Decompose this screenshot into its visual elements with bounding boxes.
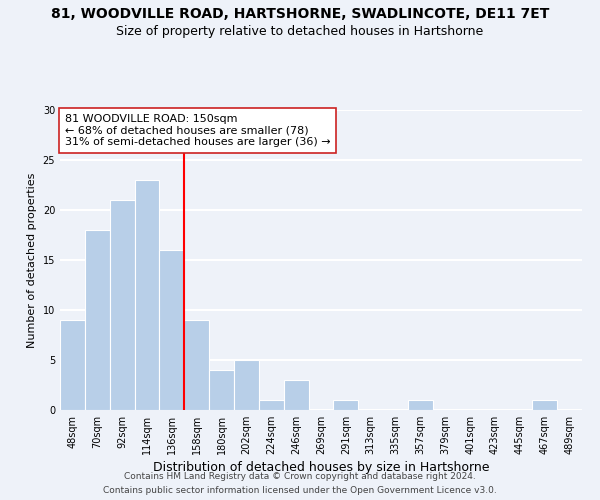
Text: Contains HM Land Registry data © Crown copyright and database right 2024.: Contains HM Land Registry data © Crown c… [124,472,476,481]
Bar [160,250,184,410]
Y-axis label: Number of detached properties: Number of detached properties [27,172,37,348]
Text: 81 WOODVILLE ROAD: 150sqm
← 68% of detached houses are smaller (78)
31% of semi-: 81 WOODVILLE ROAD: 150sqm ← 68% of detac… [65,114,331,147]
Bar [60,320,85,410]
Text: 81, WOODVILLE ROAD, HARTSHORNE, SWADLINCOTE, DE11 7ET: 81, WOODVILLE ROAD, HARTSHORNE, SWADLINC… [51,8,549,22]
Bar [334,400,358,410]
Text: Size of property relative to detached houses in Hartshorne: Size of property relative to detached ho… [116,25,484,38]
Bar [134,180,160,410]
Bar [259,400,284,410]
Text: Contains public sector information licensed under the Open Government Licence v3: Contains public sector information licen… [103,486,497,495]
Bar [408,400,433,410]
Bar [284,380,308,410]
X-axis label: Distribution of detached houses by size in Hartshorne: Distribution of detached houses by size … [153,461,489,474]
Bar [85,230,110,410]
Bar [184,320,209,410]
Bar [234,360,259,410]
Bar [209,370,234,410]
Bar [110,200,134,410]
Bar [532,400,557,410]
